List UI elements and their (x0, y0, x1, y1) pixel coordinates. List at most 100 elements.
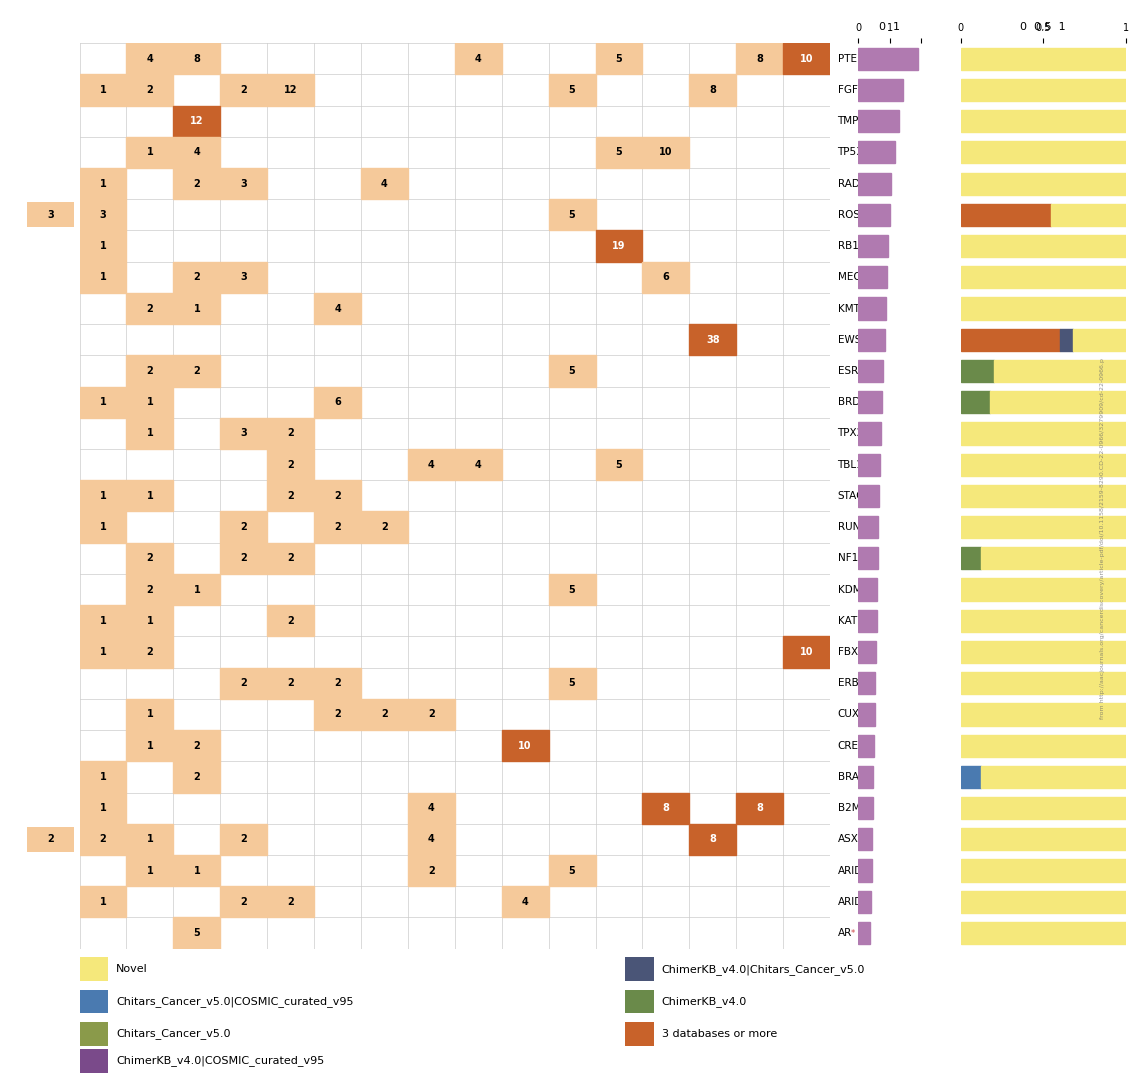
Bar (221, 542, 267, 573)
Text: 2: 2 (381, 709, 388, 719)
Bar (221, 511, 267, 542)
Bar (408, 824, 455, 855)
Bar (596, 450, 642, 481)
Bar (858, 391, 882, 413)
Text: 1: 1 (193, 866, 200, 875)
Bar (858, 890, 871, 913)
Bar (548, 667, 596, 699)
Text: 2: 2 (193, 741, 200, 750)
Bar (961, 485, 1126, 507)
Bar (221, 262, 267, 293)
Text: BRAF: BRAF (838, 772, 864, 782)
Text: BRD4: BRD4 (838, 397, 866, 407)
Bar (858, 734, 874, 757)
Text: 3: 3 (240, 273, 247, 282)
Text: 2: 2 (100, 834, 107, 844)
Text: 2: 2 (288, 897, 294, 907)
Text: 1: 1 (100, 803, 107, 813)
Text: 2: 2 (381, 522, 388, 533)
Text: 3: 3 (240, 179, 247, 189)
Bar (221, 667, 267, 699)
Text: 1: 1 (147, 616, 153, 626)
Bar (961, 141, 1126, 164)
Bar (961, 548, 980, 569)
Bar (858, 172, 891, 195)
Text: 2: 2 (240, 522, 247, 533)
Text: 2: 2 (193, 772, 200, 782)
Bar (314, 387, 362, 418)
Text: 5: 5 (615, 54, 622, 64)
Bar (858, 579, 878, 600)
Bar (961, 610, 1126, 632)
Text: 4: 4 (428, 803, 434, 813)
Bar (173, 137, 221, 168)
Bar (961, 329, 1060, 350)
Bar (314, 481, 362, 511)
Text: 2: 2 (288, 459, 294, 470)
Bar (961, 47, 1126, 70)
Bar (80, 824, 126, 855)
Text: 2: 2 (288, 553, 294, 564)
Bar (267, 450, 314, 481)
Bar (126, 699, 174, 730)
Text: PTEN: PTEN (838, 54, 864, 64)
Bar (642, 137, 689, 168)
Bar (548, 855, 596, 886)
Bar (858, 454, 880, 475)
Text: ***: *** (864, 54, 878, 64)
Text: 2: 2 (428, 866, 434, 875)
Text: 1: 1 (100, 616, 107, 626)
Text: 1: 1 (147, 866, 153, 875)
Bar (408, 699, 455, 730)
Bar (267, 886, 314, 917)
Bar (961, 423, 1126, 444)
Text: RUNX1: RUNX1 (838, 522, 873, 533)
Text: 2: 2 (240, 85, 247, 95)
Text: 10: 10 (799, 647, 813, 657)
Text: TBL1XR1: TBL1XR1 (838, 459, 885, 470)
Bar (961, 204, 1052, 226)
Bar (596, 137, 642, 168)
Text: from http://aacjournals.org/cancerdiscovery/article-pdf/doi/10.1158/2159-8290.CD: from http://aacjournals.org/cancerdiscov… (1101, 359, 1105, 719)
Text: 1: 1 (193, 304, 200, 314)
Text: 2: 2 (147, 304, 153, 314)
Text: Chitars_Cancer_v5.0: Chitars_Cancer_v5.0 (116, 1028, 231, 1039)
Text: ChimerKB_v4.0: ChimerKB_v4.0 (662, 996, 747, 1007)
Text: B2M: B2M (838, 803, 860, 813)
Text: 6: 6 (663, 273, 670, 282)
Text: 2: 2 (193, 273, 200, 282)
Text: RAD51B: RAD51B (838, 179, 880, 189)
Text: 2: 2 (334, 490, 341, 501)
Text: 2: 2 (147, 85, 153, 95)
Text: 12: 12 (284, 85, 298, 95)
Text: *: * (878, 742, 882, 750)
Text: 10: 10 (799, 54, 813, 64)
Text: 5: 5 (615, 148, 622, 157)
Bar (360, 168, 408, 199)
Bar (548, 199, 596, 231)
Bar (737, 792, 783, 824)
Bar (173, 573, 221, 605)
Text: *: * (864, 398, 869, 406)
Bar (173, 293, 221, 324)
Text: KMT2C: KMT2C (838, 304, 873, 314)
Bar (173, 262, 221, 293)
Text: 8: 8 (756, 803, 763, 813)
Bar (1060, 329, 1073, 350)
Text: 5: 5 (568, 866, 575, 875)
Text: 0  0.5  1: 0 0.5 1 (1020, 23, 1067, 32)
Text: 2: 2 (147, 647, 153, 657)
Text: 2: 2 (47, 834, 53, 844)
Bar (961, 765, 980, 788)
Bar (783, 43, 830, 74)
Text: TMPRSS2: TMPRSS2 (838, 116, 886, 126)
Text: 2: 2 (288, 616, 294, 626)
Bar (783, 636, 830, 667)
Bar (80, 792, 126, 824)
Text: ARID1B: ARID1B (838, 866, 877, 875)
Text: ***: *** (857, 803, 871, 813)
Bar (858, 485, 879, 507)
Bar (548, 356, 596, 387)
Bar (314, 667, 362, 699)
Bar (80, 199, 126, 231)
